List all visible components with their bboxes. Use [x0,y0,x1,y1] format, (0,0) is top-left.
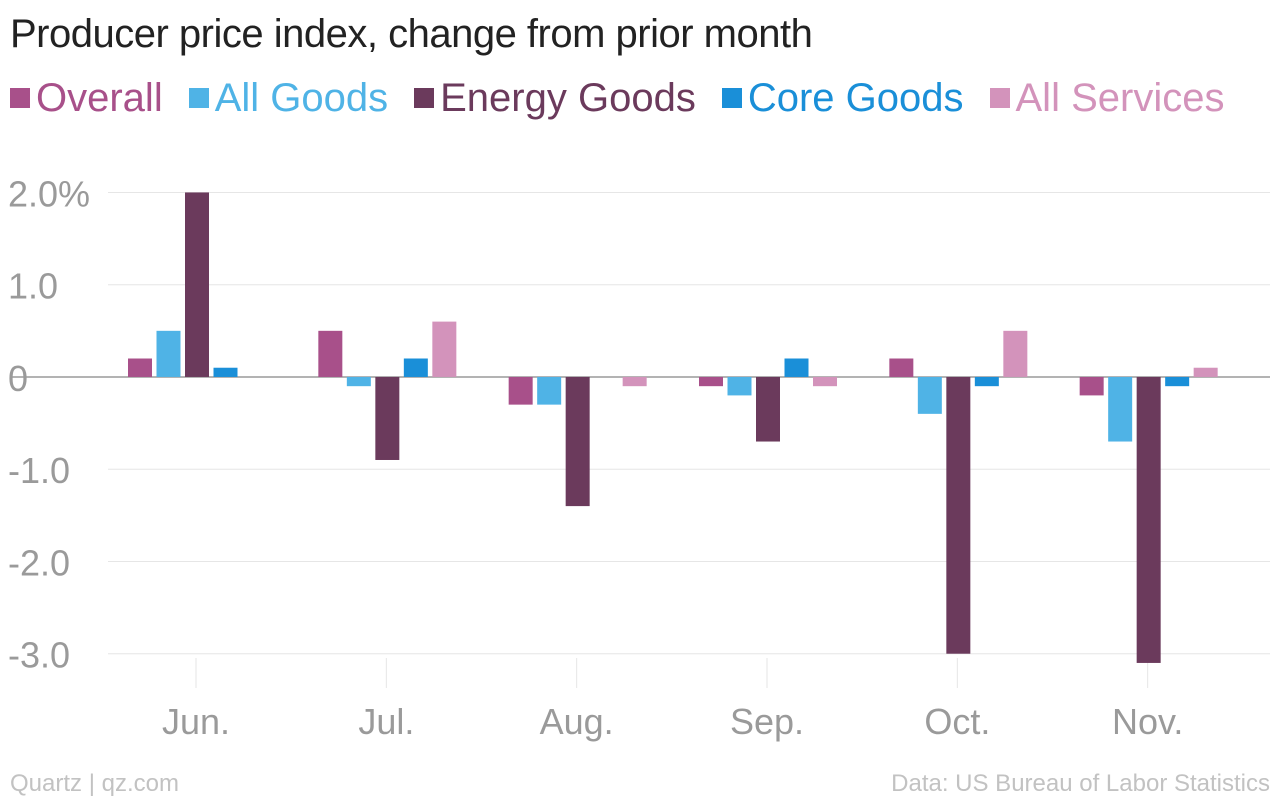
x-tick-label: Nov. [1112,701,1183,742]
legend-swatch-overall [10,88,30,108]
legend-label-energy-goods: Energy Goods [440,76,696,120]
bar-all-services [1003,330,1028,377]
bar-overall [318,330,343,377]
legend-item-overall: Overall [10,74,163,122]
legend-swatch-energy-goods [414,88,435,108]
bar-energy-goods [946,376,971,654]
bar-core-goods [784,358,809,377]
bar-all-goods [1108,376,1133,442]
bar-energy-goods [756,376,780,442]
bar-all-services [1193,367,1218,377]
bar-energy-goods [1136,376,1161,663]
legend-item-energy-goods: Energy Goods [414,74,696,122]
legend-label-all-goods: All Goods [214,76,389,120]
legend-item-all-services: All Services [989,74,1225,122]
bar-overall [508,376,533,405]
bar-energy-goods [565,376,590,507]
x-tick-label: Jul. [358,701,414,742]
x-tick-label: Oct. [924,701,990,742]
chart-title: Producer price index, change from prior … [10,12,813,56]
y-tick-label: 0 [8,358,28,399]
bar-overall [889,358,914,377]
bar-all-goods [346,376,371,387]
bar-all-goods [727,376,752,396]
bar-all-services [813,376,837,387]
bar-all-services [432,321,457,377]
legend-swatch-all-goods [188,88,209,108]
legend-swatch-all-services [989,88,1010,108]
legend-swatch-core-goods [721,88,742,108]
bar-energy-goods [375,376,400,460]
bar-core-goods [974,376,999,387]
legend: Overall All Goods Energy Goods Core Good… [10,74,1250,122]
bar-all-goods [537,376,562,405]
bar-all-goods [156,330,181,377]
legend-label-overall: Overall [36,76,163,120]
legend-item-all-goods: All Goods [188,74,389,122]
y-tick-label: 1.0 [8,266,58,307]
bar-energy-goods [185,192,209,377]
y-tick-label: -3.0 [8,635,70,676]
bar-all-goods [917,376,942,414]
y-tick-label: -2.0 [8,542,70,583]
data-source: Data: US Bureau of Labor Statistics [891,770,1270,797]
bar-core-goods [403,358,428,377]
bar-overall [128,358,152,377]
source-credit: Quartz | qz.com [10,770,179,797]
bar-overall [1079,376,1104,396]
bar-all-services [622,376,647,387]
legend-label-core-goods: Core Goods [747,76,964,120]
bar-overall [699,376,723,387]
bar-core-goods [213,367,238,377]
bar-core-goods [1165,376,1190,387]
x-tick-label: Sep. [730,701,804,742]
y-tick-label: -1.0 [8,450,70,491]
x-tick-label: Jun. [162,701,230,742]
x-tick-label: Aug. [540,701,614,742]
y-tick-label: 2.0% [8,173,90,214]
legend-label-all-services: All Services [1015,76,1225,120]
legend-item-core-goods: Core Goods [721,74,964,122]
